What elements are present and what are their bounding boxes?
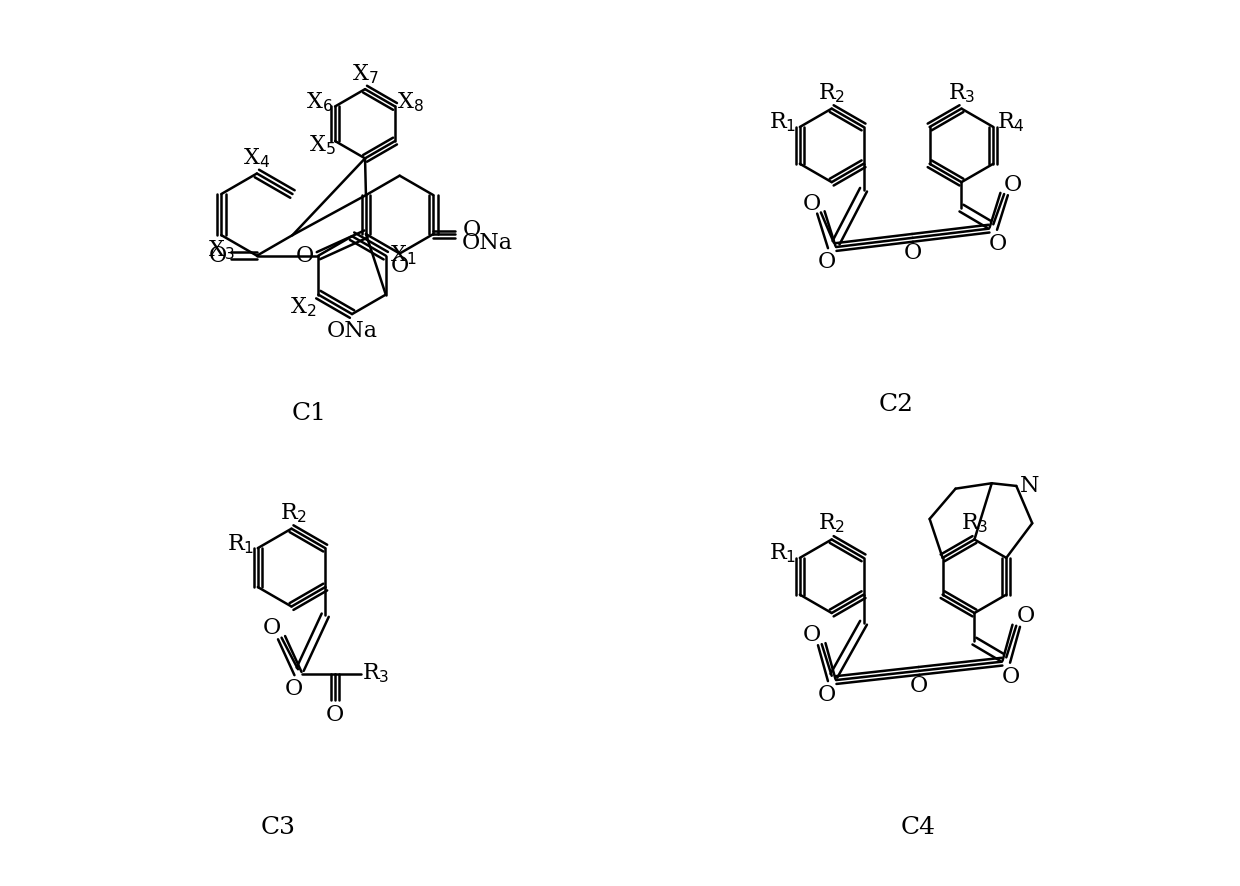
Text: O: O	[284, 678, 303, 700]
Text: R$_3$: R$_3$	[947, 82, 975, 105]
Text: C4: C4	[900, 816, 936, 839]
Text: O: O	[464, 219, 481, 241]
Text: R$_2$: R$_2$	[280, 501, 308, 525]
Text: R$_2$: R$_2$	[818, 82, 846, 105]
Text: O: O	[1003, 175, 1022, 197]
Text: O: O	[804, 624, 821, 646]
Text: R$_3$: R$_3$	[961, 511, 988, 535]
Text: O: O	[1002, 665, 1019, 688]
Text: O: O	[804, 193, 821, 214]
Text: O: O	[326, 703, 343, 726]
Text: R$_2$: R$_2$	[818, 511, 846, 535]
Text: R$_1$: R$_1$	[227, 532, 254, 556]
Text: X$_6$: X$_6$	[306, 90, 334, 114]
Text: O: O	[263, 618, 281, 639]
Text: X$_1$: X$_1$	[389, 244, 417, 268]
Text: C2: C2	[879, 393, 914, 416]
Text: R$_4$: R$_4$	[997, 111, 1024, 135]
Text: O: O	[988, 233, 1007, 255]
Text: ONa: ONa	[326, 321, 377, 342]
Text: O: O	[1017, 605, 1035, 627]
Text: X$_8$: X$_8$	[397, 90, 424, 114]
Text: N: N	[1019, 475, 1039, 497]
Text: X$_7$: X$_7$	[352, 62, 378, 86]
Text: R$_1$: R$_1$	[769, 111, 796, 135]
Text: ONa: ONa	[463, 232, 513, 253]
Text: X$_5$: X$_5$	[309, 134, 336, 157]
Text: O: O	[818, 684, 837, 706]
Text: O: O	[904, 242, 921, 264]
Text: R$_3$: R$_3$	[362, 662, 389, 686]
Text: R$_1$: R$_1$	[769, 541, 796, 565]
Text: O: O	[208, 245, 227, 267]
Text: O: O	[296, 245, 315, 267]
Text: X$_4$: X$_4$	[243, 146, 270, 170]
Text: X$_3$: X$_3$	[208, 238, 234, 262]
Text: X$_2$: X$_2$	[290, 296, 316, 319]
Text: C1: C1	[291, 402, 326, 425]
Text: O: O	[818, 251, 837, 273]
Text: O: O	[391, 255, 409, 277]
Text: C3: C3	[262, 816, 296, 839]
Text: O: O	[910, 675, 928, 697]
